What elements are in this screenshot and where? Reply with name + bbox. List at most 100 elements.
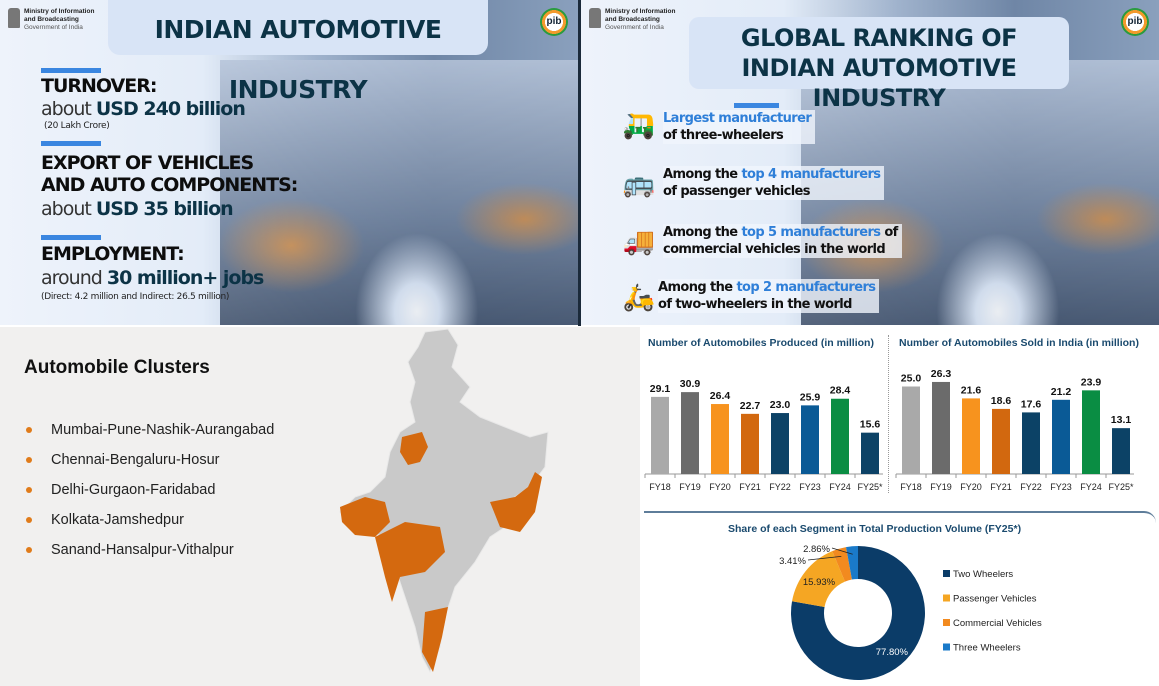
- text: Among the: [663, 167, 742, 182]
- page-title: INDIAN AUTOMOTIVE INDUSTRY: [108, 0, 488, 104]
- data-label: 21.2: [1051, 386, 1072, 398]
- ministry-logo: Ministry of Information and Broadcasting G…: [8, 8, 94, 32]
- bullet-icon: [26, 487, 32, 493]
- charts-section: Number of Automobiles Produced (in milli…: [640, 327, 1159, 686]
- data-label: 28.4: [830, 385, 851, 397]
- leader-line: [807, 556, 842, 561]
- cluster-item: Delhi-Gurgaon-Faridabad: [26, 482, 215, 498]
- clusters-title: Automobile Clusters: [24, 357, 210, 378]
- highlight: top 2 manufacturers: [736, 280, 876, 295]
- accent-bar: [734, 103, 779, 108]
- chennai-cluster-region: [422, 607, 448, 672]
- donut-slice: [792, 551, 845, 608]
- sold-chart-title: Number of Automobiles Sold in India (in …: [899, 337, 1139, 349]
- text: of three-wheelers: [663, 128, 784, 143]
- data-label: 22.7: [740, 400, 761, 412]
- legend-label: Commercial Vehicles: [953, 618, 1042, 629]
- prefix: about: [41, 98, 92, 120]
- pib-logo: pib: [1121, 8, 1149, 36]
- accent-bar: [41, 141, 101, 146]
- turnover-heading: TURNOVER:: [41, 75, 157, 97]
- bar: [902, 386, 920, 474]
- ministry-text: and Broadcasting: [605, 16, 660, 23]
- bar: [741, 413, 759, 474]
- gujarat-cluster-region: [340, 497, 390, 537]
- x-tick-label: FY24: [829, 482, 851, 492]
- employment-note: (Direct: 4.2 million and Indirect: 26.5 …: [41, 292, 230, 302]
- bar: [962, 398, 980, 474]
- cluster-label: Chennai-Bengaluru-Hosur: [51, 452, 220, 468]
- x-tick-label: FY19: [930, 482, 952, 492]
- title-line: INDIAN AUTOMOTIVE INDUSTRY: [741, 54, 1017, 112]
- data-label: 21.6: [961, 384, 982, 396]
- legend-swatch: [943, 570, 950, 577]
- ranking-passenger-vehicles: Among the top 4 manufacturers of passenge…: [663, 166, 885, 200]
- donut-slice: [846, 546, 858, 580]
- donut-panel: [644, 511, 1156, 686]
- factory-photo: [219, 60, 578, 325]
- title-line: GLOBAL RANKING OF: [740, 24, 1018, 52]
- bar: [1112, 428, 1130, 474]
- global-ranking-panel: Ministry of Information and Broadcasting G…: [581, 0, 1159, 325]
- bar: [801, 405, 819, 474]
- cluster-label: Kolkata-Jamshedpur: [51, 512, 184, 528]
- slice-label: 77.80%: [876, 647, 909, 658]
- text: of passenger vehicles: [663, 184, 811, 199]
- x-tick-label: FY22: [1020, 482, 1042, 492]
- donut-slice: [832, 547, 852, 582]
- data-label: 26.4: [710, 390, 731, 402]
- bullet-icon: [26, 427, 32, 433]
- government-text: Government of India: [24, 24, 83, 31]
- slice-label: 2.86%: [803, 544, 830, 555]
- employment-value: around 30 million+ jobs: [41, 267, 264, 289]
- highlight: top 5 manufacturers: [741, 225, 881, 240]
- x-tick-label: FY18: [900, 482, 922, 492]
- indian-automotive-industry-panel: Ministry of Information and Broadcasting G…: [0, 0, 578, 325]
- bar: [681, 392, 699, 474]
- highlight: Largest manufacturer: [663, 111, 812, 126]
- data-label: 26.3: [931, 368, 952, 380]
- cluster-item: Kolkata-Jamshedpur: [26, 512, 184, 528]
- employment-heading: EMPLOYMENT:: [41, 243, 185, 265]
- text: of: [880, 225, 898, 240]
- maharashtra-cluster-region: [375, 522, 445, 602]
- data-label: 23.9: [1081, 376, 1102, 388]
- legend-label: Passenger Vehicles: [953, 594, 1037, 605]
- x-tick-label: FY24: [1080, 482, 1102, 492]
- turnover-note: (20 Lakh Crore): [44, 121, 110, 131]
- text: commercial vehicles in the world: [663, 242, 886, 257]
- produced-chart-title: Number of Automobiles Produced (in milli…: [648, 337, 874, 349]
- auto-rickshaw-icon: 🛺: [622, 110, 656, 140]
- x-tick-label: FY23: [1050, 482, 1072, 492]
- government-text: Government of India: [605, 24, 664, 31]
- divider: [578, 0, 581, 326]
- donut-chart-title: Share of each Segment in Total Productio…: [728, 523, 1022, 535]
- legend-label: Three Wheelers: [953, 643, 1021, 654]
- automobile-clusters-section: Automobile Clusters Mumbai-Pune-Nashik-A…: [0, 327, 640, 686]
- bar: [1052, 399, 1070, 474]
- value: USD 240 billion: [95, 98, 246, 120]
- bar: [861, 432, 879, 474]
- page-title: GLOBAL RANKING OF INDIAN AUTOMOTIVE INDUS…: [689, 17, 1069, 112]
- data-label: 17.6: [1021, 398, 1042, 410]
- data-label: 23.0: [770, 399, 791, 411]
- text: Among the: [663, 225, 742, 240]
- x-tick-label: FY22: [769, 482, 791, 492]
- leader-line: [831, 547, 853, 555]
- prefix: around: [41, 267, 103, 289]
- data-label: 29.1: [650, 383, 671, 395]
- slice-label: 3.41%: [779, 556, 806, 567]
- ranking-three-wheelers: Largest manufacturer of three-wheelers: [663, 110, 816, 144]
- bus-icon: 🚌: [622, 168, 656, 198]
- legend-swatch: [943, 619, 950, 626]
- export-heading: EXPORT OF VEHICLES: [41, 152, 254, 174]
- x-tick-label: FY21: [739, 482, 761, 492]
- bullet-icon: [26, 457, 32, 463]
- x-tick-label: FY19: [679, 482, 701, 492]
- value: USD 35 billion: [95, 198, 234, 220]
- prefix: about: [41, 198, 92, 220]
- cluster-label: Delhi-Gurgaon-Faridabad: [51, 482, 216, 498]
- cluster-item: Chennai-Bengaluru-Hosur: [26, 452, 219, 468]
- data-label: 15.6: [860, 419, 881, 431]
- data-label: 25.9: [800, 391, 821, 403]
